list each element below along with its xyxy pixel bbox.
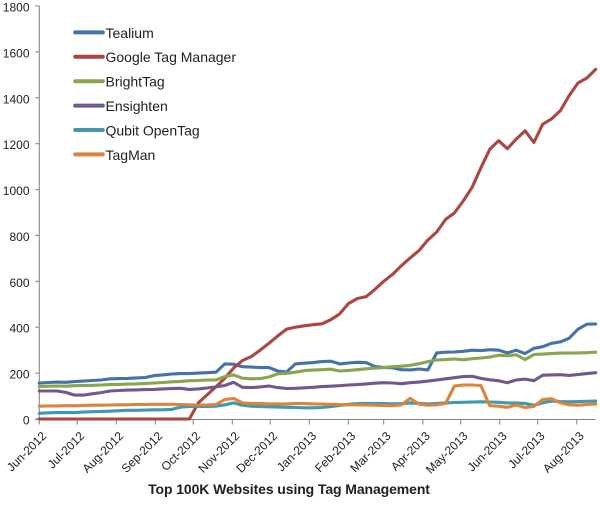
svg-text:800: 800 (9, 230, 29, 244)
svg-text:600: 600 (9, 276, 29, 290)
svg-text:1000: 1000 (3, 184, 30, 198)
svg-text:Ensighten: Ensighten (106, 98, 168, 114)
svg-text:Google Tag Manager: Google Tag Manager (106, 49, 237, 65)
svg-text:TagMan: TagMan (106, 147, 156, 163)
svg-text:400: 400 (9, 322, 29, 336)
svg-text:0: 0 (23, 414, 30, 428)
svg-text:BrightTag: BrightTag (106, 74, 165, 90)
svg-text:Tealium: Tealium (106, 25, 154, 41)
svg-text:Qubit OpenTag: Qubit OpenTag (106, 122, 200, 138)
svg-text:200: 200 (9, 368, 29, 382)
svg-text:1600: 1600 (3, 46, 30, 60)
svg-text:1400: 1400 (3, 92, 30, 106)
svg-text:Top 100K Websites using Tag Ma: Top 100K Websites using Tag Management (148, 481, 430, 497)
svg-text:1800: 1800 (3, 1, 30, 15)
svg-text:1200: 1200 (3, 138, 30, 152)
